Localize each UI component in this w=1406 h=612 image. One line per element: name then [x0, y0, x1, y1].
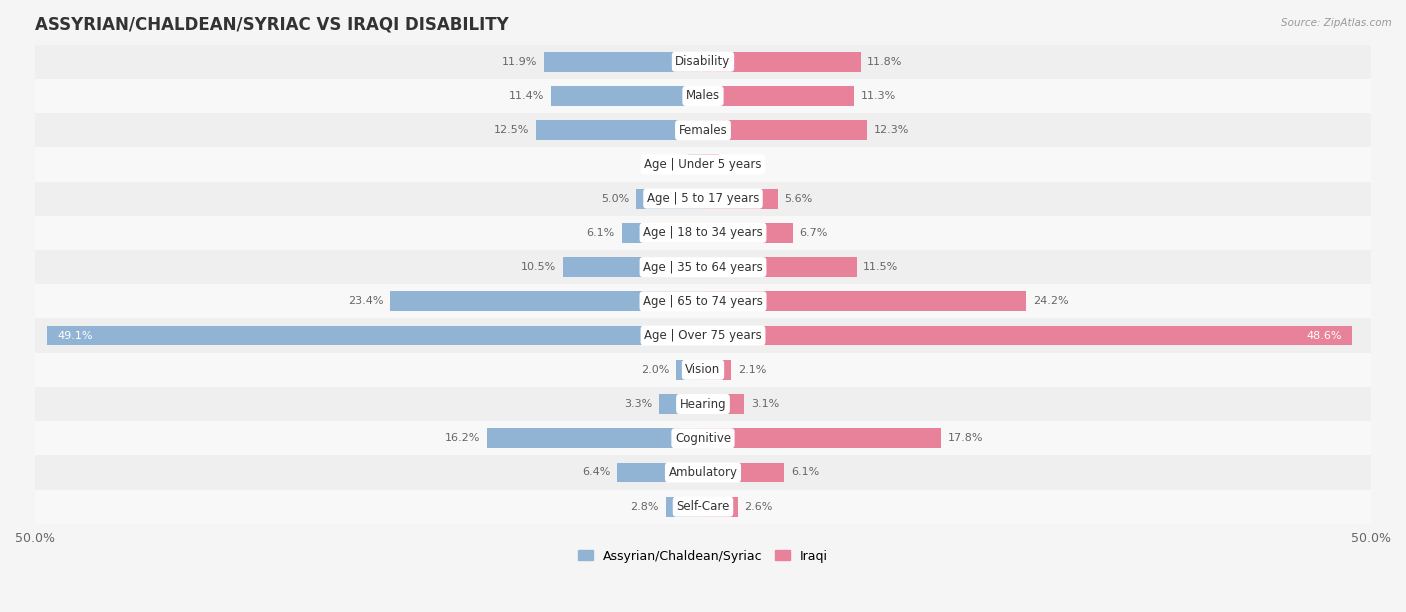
Bar	[703, 86, 853, 106]
Bar	[617, 463, 703, 482]
Bar	[35, 490, 1371, 524]
Bar	[46, 326, 703, 346]
Text: 1.2%: 1.2%	[725, 159, 754, 170]
Text: 6.7%: 6.7%	[799, 228, 828, 238]
Text: Age | 65 to 74 years: Age | 65 to 74 years	[643, 295, 763, 308]
Bar	[35, 353, 1371, 387]
Text: 24.2%: 24.2%	[1033, 296, 1069, 307]
Text: Self-Care: Self-Care	[676, 500, 730, 513]
Bar	[562, 257, 703, 277]
Bar	[703, 291, 1026, 312]
Text: 49.1%: 49.1%	[58, 330, 93, 340]
Bar	[703, 394, 744, 414]
Text: 2.0%: 2.0%	[641, 365, 669, 375]
Bar	[703, 428, 941, 448]
Legend: Assyrian/Chaldean/Syriac, Iraqi: Assyrian/Chaldean/Syriac, Iraqi	[572, 545, 834, 567]
Bar	[536, 120, 703, 140]
Bar	[35, 284, 1371, 318]
Text: 5.0%: 5.0%	[602, 193, 630, 204]
Text: Age | 5 to 17 years: Age | 5 to 17 years	[647, 192, 759, 205]
Bar	[676, 360, 703, 379]
Text: Age | Over 75 years: Age | Over 75 years	[644, 329, 762, 342]
Text: 11.3%: 11.3%	[860, 91, 896, 101]
Bar	[703, 463, 785, 482]
Bar	[703, 120, 868, 140]
Bar	[665, 497, 703, 517]
Bar	[703, 497, 738, 517]
Text: Females: Females	[679, 124, 727, 136]
Bar	[703, 188, 778, 209]
Text: 2.6%: 2.6%	[744, 502, 773, 512]
Bar	[703, 154, 718, 174]
Text: 16.2%: 16.2%	[444, 433, 479, 443]
Text: 2.8%: 2.8%	[630, 502, 659, 512]
Text: 11.9%: 11.9%	[502, 57, 537, 67]
Bar	[35, 216, 1371, 250]
Text: 2.1%: 2.1%	[738, 365, 766, 375]
Bar	[35, 318, 1371, 353]
Bar	[35, 387, 1371, 421]
Bar	[35, 113, 1371, 147]
Text: Ambulatory: Ambulatory	[668, 466, 738, 479]
Text: 11.4%: 11.4%	[509, 91, 544, 101]
Bar	[486, 428, 703, 448]
Text: Cognitive: Cognitive	[675, 431, 731, 445]
Bar	[551, 86, 703, 106]
Bar	[391, 291, 703, 312]
Bar	[35, 455, 1371, 490]
Text: 3.1%: 3.1%	[751, 399, 779, 409]
Text: Males: Males	[686, 89, 720, 102]
Text: 17.8%: 17.8%	[948, 433, 983, 443]
Bar	[35, 45, 1371, 79]
Text: 5.6%: 5.6%	[785, 193, 813, 204]
Bar	[703, 326, 1353, 346]
Bar	[35, 79, 1371, 113]
Text: Hearing: Hearing	[679, 398, 727, 411]
Bar	[35, 250, 1371, 284]
Text: Disability: Disability	[675, 55, 731, 68]
Bar	[703, 223, 793, 243]
Text: Source: ZipAtlas.com: Source: ZipAtlas.com	[1281, 18, 1392, 28]
Bar	[703, 360, 731, 379]
Bar	[703, 257, 856, 277]
Text: 48.6%: 48.6%	[1306, 330, 1341, 340]
Bar	[35, 147, 1371, 182]
Text: 6.1%: 6.1%	[792, 468, 820, 477]
Bar	[703, 52, 860, 72]
Text: 10.5%: 10.5%	[520, 262, 555, 272]
Text: Vision: Vision	[685, 364, 721, 376]
Text: 11.5%: 11.5%	[863, 262, 898, 272]
Text: Age | 35 to 64 years: Age | 35 to 64 years	[643, 261, 763, 274]
Text: 3.3%: 3.3%	[624, 399, 652, 409]
Text: 6.1%: 6.1%	[586, 228, 614, 238]
Text: 12.3%: 12.3%	[875, 125, 910, 135]
Bar	[35, 182, 1371, 216]
Bar	[544, 52, 703, 72]
Text: ASSYRIAN/CHALDEAN/SYRIAC VS IRAQI DISABILITY: ASSYRIAN/CHALDEAN/SYRIAC VS IRAQI DISABI…	[35, 15, 509, 33]
Bar	[35, 421, 1371, 455]
Text: 1.1%: 1.1%	[654, 159, 682, 170]
Text: 11.8%: 11.8%	[868, 57, 903, 67]
Text: Age | 18 to 34 years: Age | 18 to 34 years	[643, 226, 763, 239]
Text: Age | Under 5 years: Age | Under 5 years	[644, 158, 762, 171]
Bar	[636, 188, 703, 209]
Bar	[621, 223, 703, 243]
Text: 23.4%: 23.4%	[349, 296, 384, 307]
Bar	[689, 154, 703, 174]
Text: 12.5%: 12.5%	[494, 125, 529, 135]
Bar	[659, 394, 703, 414]
Text: 6.4%: 6.4%	[582, 468, 610, 477]
